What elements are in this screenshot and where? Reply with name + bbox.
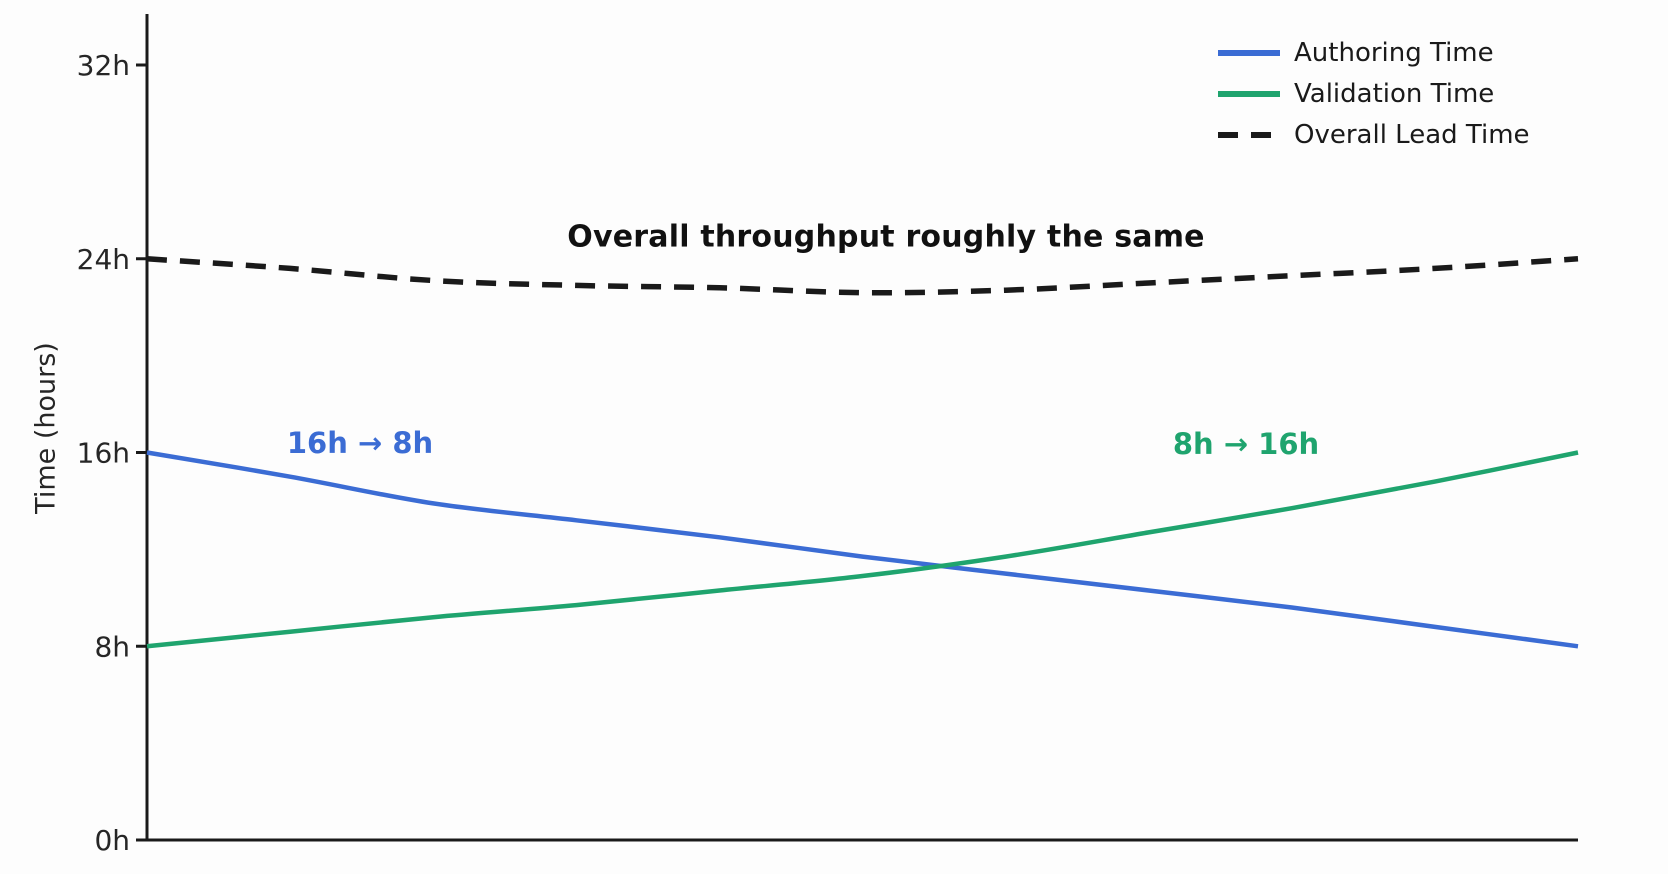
y-tick-label: 8h	[94, 630, 130, 663]
legend-label-overall-lead-time: Overall Lead Time	[1294, 119, 1530, 150]
series-line-validation-time	[146, 450, 1579, 649]
y-tick-label: 24h	[77, 243, 130, 276]
legend: Authoring Time Validation Time Overall L…	[1218, 36, 1530, 151]
legend-item-authoring-time: Authoring Time	[1218, 36, 1530, 69]
annotation-validation-change: 8h → 16h	[1172, 427, 1320, 461]
validation-line-swatch	[1218, 90, 1280, 97]
overall-lead-dashed-swatch	[1218, 131, 1280, 138]
legend-label-validation-time: Validation Time	[1294, 78, 1495, 109]
legend-label-authoring-time: Authoring Time	[1294, 37, 1494, 68]
series-line-authoring-time	[146, 450, 1579, 649]
y-tick-label: 32h	[77, 49, 130, 82]
annotation-authoring-change: 16h → 8h	[286, 426, 434, 460]
annotation-overall-throughput: Overall throughput roughly the same	[567, 219, 1205, 255]
legend-item-validation-time: Validation Time	[1218, 77, 1530, 110]
y-tick-label: 0h	[94, 824, 130, 857]
y-axis-title: Time (hours)	[30, 342, 62, 514]
authoring-line-swatch	[1218, 49, 1280, 56]
legend-item-overall-lead-time: Overall Lead Time	[1218, 118, 1530, 151]
series-line-overall-lead-time	[146, 256, 1579, 296]
y-tick-label: 16h	[77, 437, 130, 470]
